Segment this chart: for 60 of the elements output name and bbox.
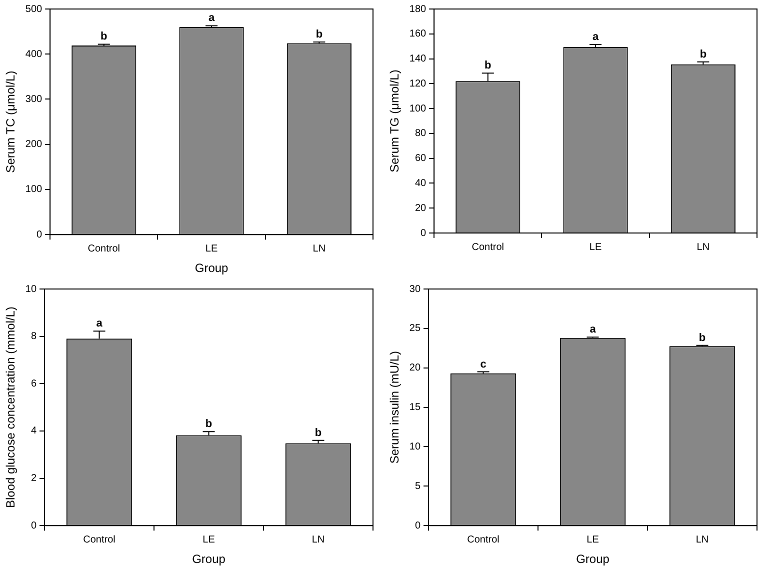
annotation: b xyxy=(205,418,212,430)
y-tick-label: 500 xyxy=(25,4,43,15)
x-tick-label: LN xyxy=(312,243,326,254)
x-tick-label: LE xyxy=(205,243,218,254)
x-tick-label: Control xyxy=(467,534,500,546)
y-tick-label: 100 xyxy=(25,184,43,196)
y-tick-label: 140 xyxy=(409,54,427,65)
annotation: b xyxy=(700,48,707,60)
y-tick-label: 0 xyxy=(36,229,43,240)
y-tick-label: 0 xyxy=(30,520,37,532)
annotation: b xyxy=(100,30,108,43)
y-tick-label: 200 xyxy=(25,139,43,150)
x-tick-label: Control xyxy=(83,534,116,546)
x-tick-label: LE xyxy=(586,534,600,546)
y-axis-title: Serum insulin (mU/L) xyxy=(388,350,402,464)
y-tick-label: 15 xyxy=(409,402,421,414)
y-tick-label: 10 xyxy=(409,441,421,452)
x-tick-label: Control xyxy=(88,243,120,254)
annotation: a xyxy=(590,324,597,336)
y-tick-label: 160 xyxy=(409,28,427,40)
y-tick-label: 40 xyxy=(414,178,427,189)
y-axis-title: Serum TC (μmol/L) xyxy=(4,70,18,173)
x-tick-label: LN xyxy=(312,534,325,546)
y-axis-title: Serum TG (μmol/L) xyxy=(388,70,402,172)
annotation: b xyxy=(484,60,492,72)
y-tick-label: 300 xyxy=(25,94,43,105)
x-tick-label: LN xyxy=(696,242,710,253)
y-tick-label: 20 xyxy=(409,362,421,374)
x-axis-title: Group xyxy=(192,552,226,566)
x-tick-label: LE xyxy=(202,534,216,546)
y-tick-label: 60 xyxy=(414,153,427,164)
y-tick-label: 180 xyxy=(409,4,427,15)
y-tick-label: 25 xyxy=(409,323,421,334)
y-tick-label: 20 xyxy=(414,202,427,214)
annotation: b xyxy=(698,332,706,344)
annotation: a xyxy=(592,31,600,43)
x-axis-title: Group xyxy=(576,552,610,566)
annotation: a xyxy=(208,12,216,24)
annotation: b xyxy=(314,426,322,439)
annotation: a xyxy=(96,318,104,330)
x-tick-label: Control xyxy=(472,242,504,253)
y-tick-label: 30 xyxy=(409,284,421,295)
y-tick-label: 6 xyxy=(30,378,37,390)
y-tick-label: 400 xyxy=(25,48,43,60)
y-tick-label: 100 xyxy=(409,103,427,114)
annotation: b xyxy=(316,28,323,40)
y-tick-label: 80 xyxy=(414,128,427,140)
y-tick-label: 2 xyxy=(30,473,37,484)
x-tick-label: LN xyxy=(696,534,709,546)
y-tick-label: 0 xyxy=(420,228,427,239)
x-axis-title: Group xyxy=(194,261,229,276)
y-tick-label: 120 xyxy=(409,78,427,90)
y-tick-label: 10 xyxy=(25,284,37,295)
x-tick-label: LE xyxy=(589,242,602,253)
y-tick-label: 5 xyxy=(414,480,421,492)
y-tick-label: 4 xyxy=(30,426,37,437)
y-tick-label: 8 xyxy=(30,331,37,342)
annotation: c xyxy=(480,358,486,370)
y-tick-label: 0 xyxy=(414,520,421,532)
y-axis-title: Blood glucose concentration (mmol/L) xyxy=(4,306,18,508)
